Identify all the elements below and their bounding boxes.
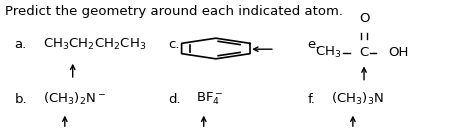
Text: b.: b. (14, 93, 27, 106)
Text: $\mathregular{(CH_3)_3N}$: $\mathregular{(CH_3)_3N}$ (330, 91, 384, 107)
Text: a.: a. (14, 38, 27, 51)
Text: $\mathregular{BF_4^-}$: $\mathregular{BF_4^-}$ (196, 91, 223, 107)
Text: $\mathregular{CH_3}$: $\mathregular{CH_3}$ (315, 45, 342, 60)
Text: O: O (359, 12, 369, 25)
Text: c.: c. (168, 38, 179, 51)
Text: OH: OH (389, 46, 409, 59)
Text: Predict the geometry around each indicated atom.: Predict the geometry around each indicat… (5, 5, 343, 18)
Text: $\mathregular{CH_3CH_2CH_2CH_3}$: $\mathregular{CH_3CH_2CH_2CH_3}$ (42, 37, 146, 52)
Text: $\mathregular{(CH_3)_2N^-}$: $\mathregular{(CH_3)_2N^-}$ (42, 91, 105, 107)
Text: f.: f. (308, 93, 315, 106)
Text: d.: d. (168, 93, 181, 106)
Text: C: C (359, 46, 369, 59)
Text: e.: e. (308, 38, 320, 51)
